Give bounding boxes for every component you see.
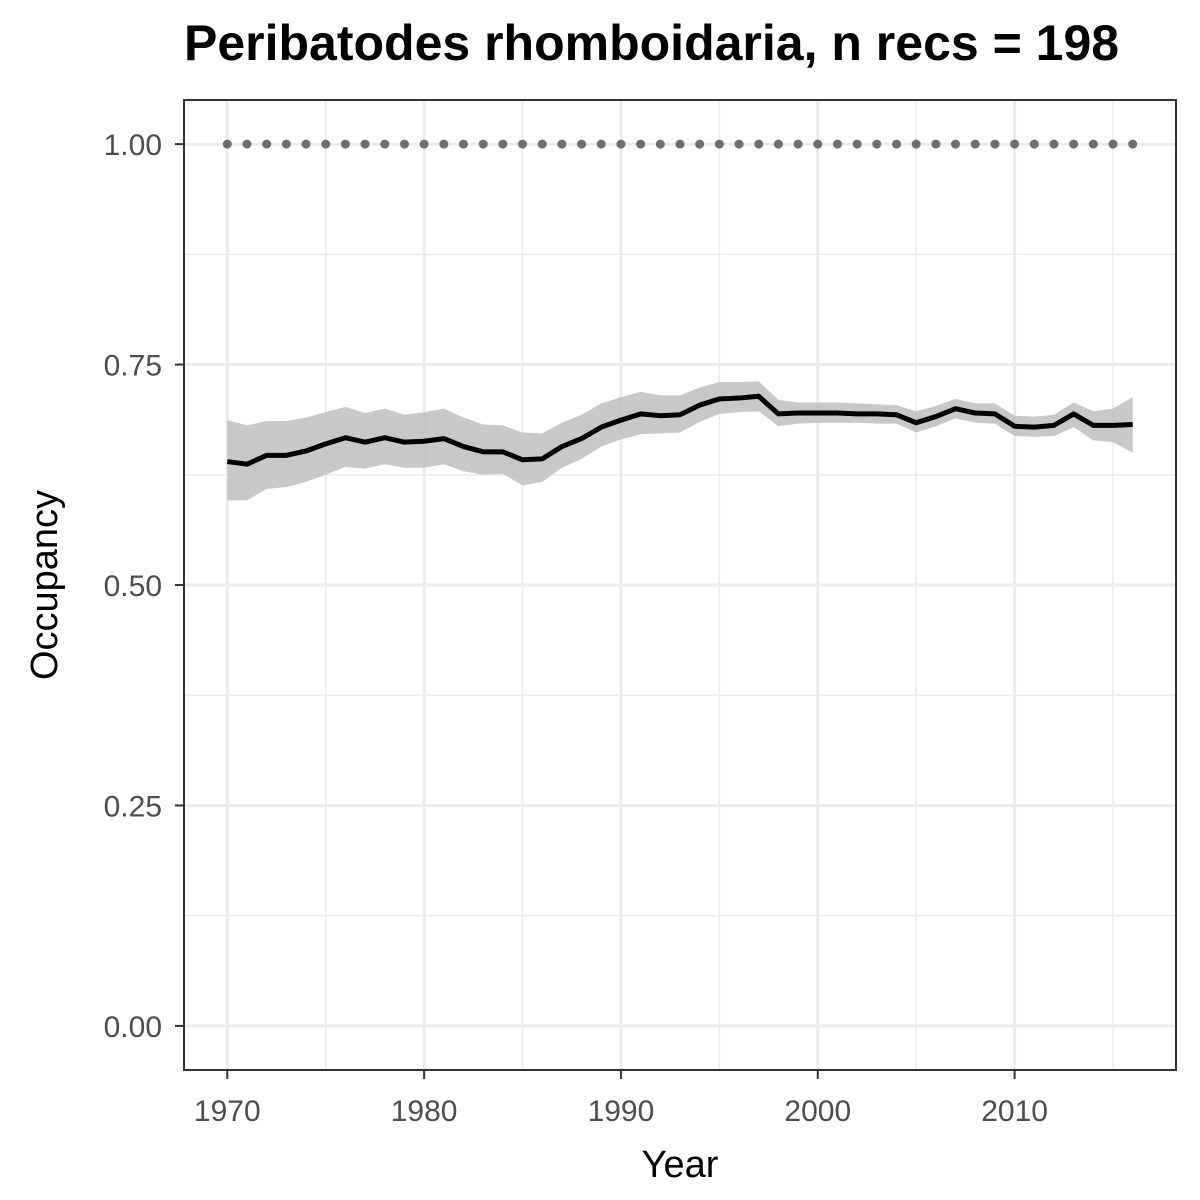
reference-point (478, 139, 488, 149)
reference-point (262, 139, 272, 149)
reference-point (360, 139, 370, 149)
reference-point (537, 139, 547, 149)
x-tick-label: 1970 (194, 1095, 261, 1128)
reference-point (616, 139, 626, 149)
reference-point (773, 139, 783, 149)
reference-point (1029, 139, 1039, 149)
reference-point (675, 139, 685, 149)
y-tick-label: 0.75 (104, 350, 162, 383)
reference-point (498, 139, 508, 149)
reference-point (754, 139, 764, 149)
reference-point (1128, 139, 1138, 149)
x-tick-label: 2010 (981, 1095, 1048, 1128)
reference-point (340, 139, 350, 149)
reference-dots-layer (222, 139, 1138, 149)
reference-point (222, 139, 232, 149)
reference-point (911, 139, 921, 149)
y-axis-title: Occupancy (24, 490, 66, 680)
reference-point (1069, 139, 1079, 149)
reference-point (734, 139, 744, 149)
reference-point (931, 139, 941, 149)
reference-point (695, 139, 705, 149)
reference-point (419, 139, 429, 149)
reference-point (242, 139, 252, 149)
reference-point (892, 139, 902, 149)
reference-point (832, 139, 842, 149)
reference-point (1010, 139, 1020, 149)
major-gridlines (184, 100, 1176, 1070)
chart-title: Peribatodes rhomboidaria, n recs = 198 (184, 15, 1120, 71)
reference-point (793, 139, 803, 149)
x-tick-label: 2000 (784, 1095, 851, 1128)
reference-point (970, 139, 980, 149)
y-tick-label: 0.50 (104, 570, 162, 603)
reference-point (557, 139, 567, 149)
reference-point (852, 139, 862, 149)
occupancy-line (226, 393, 1133, 467)
axis-ticks (175, 143, 1016, 1079)
reference-point (655, 139, 665, 149)
reference-point (951, 139, 961, 149)
x-tick-label: 1980 (391, 1095, 458, 1128)
x-tick-label: 1990 (588, 1095, 655, 1128)
reference-point (872, 139, 882, 149)
reference-point (301, 139, 311, 149)
reference-point (321, 139, 331, 149)
x-axis-title: Year (642, 1144, 719, 1186)
confidence-band-layer (227, 381, 1133, 501)
y-tick-label: 0.00 (104, 1011, 162, 1044)
reference-point (577, 139, 587, 149)
reference-point (990, 139, 1000, 149)
reference-point (1049, 139, 1059, 149)
reference-point (1088, 139, 1098, 149)
y-tick-labels: 0.00 0.25 0.50 0.75 1.00 (104, 129, 162, 1044)
reference-point (636, 139, 646, 149)
reference-point (1108, 139, 1118, 149)
reference-point (518, 139, 528, 149)
confidence-band (227, 381, 1133, 501)
reference-point (439, 139, 449, 149)
reference-point (813, 139, 823, 149)
y-tick-label: 0.25 (104, 790, 162, 823)
reference-point (399, 139, 409, 149)
reference-point (596, 139, 606, 149)
reference-point (458, 139, 468, 149)
series-line-layer (226, 393, 1133, 467)
x-tick-labels: 1970 1980 1990 2000 2010 (194, 1095, 1048, 1128)
reference-point (380, 139, 390, 149)
y-tick-label: 1.00 (104, 129, 162, 162)
reference-point (281, 139, 291, 149)
reference-point (714, 139, 724, 149)
